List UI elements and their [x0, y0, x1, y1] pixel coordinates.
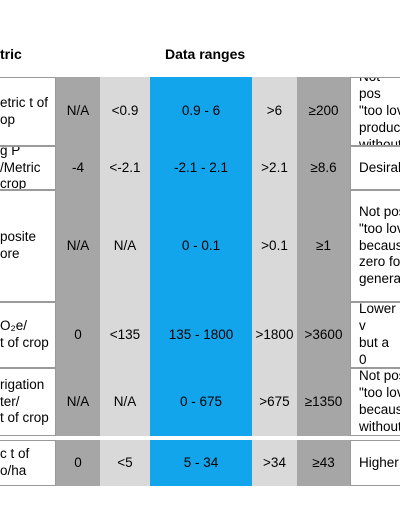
range-cell: >0.1	[252, 190, 297, 302]
table-header: tric Data ranges	[0, 0, 400, 76]
metric-column-header: tric	[0, 46, 22, 62]
data-ranges-header: Data ranges	[165, 46, 246, 62]
range-cell: N/A	[56, 190, 100, 302]
range-cell: <135	[100, 302, 150, 368]
range-cell: 0 - 0.1	[150, 190, 252, 302]
range-cell: 0 - 675	[150, 368, 252, 436]
note-cell: Desirab	[350, 146, 400, 190]
range-cell: <0.9	[100, 77, 150, 146]
range-cell: >2.1	[252, 146, 297, 190]
range-cell: 5 - 34	[150, 440, 252, 486]
range-cell: 135 - 1800	[150, 302, 252, 368]
range-cell: N/A	[56, 368, 100, 436]
note-cell: Not pos "too lov product without	[350, 77, 400, 146]
range-cell: >675	[252, 368, 297, 436]
range-cell: ≥1350	[297, 368, 350, 436]
metric-cell: rigation ter/ t of crop	[0, 368, 56, 436]
range-cell: N/A	[56, 77, 100, 146]
range-cell: -4	[56, 146, 100, 190]
range-cell: >6	[252, 77, 297, 146]
metric-cell: c t of o/ha	[0, 440, 56, 486]
note-cell: Not pos "too lov because without	[350, 368, 400, 436]
note-cell: Lower v but a 0	[350, 302, 400, 368]
range-cell: N/A	[100, 368, 150, 436]
range-cell: 0	[56, 302, 100, 368]
note-cell: Not pos "too lov because zero foc genera…	[350, 190, 400, 302]
range-cell: 0.9 - 6	[150, 77, 252, 146]
range-cell: ≥1	[297, 190, 350, 302]
range-cell: ≥200	[297, 77, 350, 146]
range-cell: <5	[100, 440, 150, 486]
metric-cell: posite ore	[0, 190, 56, 302]
note-cell: Higher	[350, 440, 400, 486]
range-cell: ≥8.6	[297, 146, 350, 190]
range-cell: -2.1 - 2.1	[150, 146, 252, 190]
range-cell: 0	[56, 440, 100, 486]
metric-cell: etric t of op	[0, 77, 56, 146]
range-cell: ≥43	[297, 440, 350, 486]
range-cell: <-2.1	[100, 146, 150, 190]
metric-cell: O₂e/ t of crop	[0, 302, 56, 368]
range-cell: >34	[252, 440, 297, 486]
range-cell: >3600	[297, 302, 350, 368]
metric-cell: g P /Metric crop	[0, 146, 56, 190]
range-cell: >1800	[252, 302, 297, 368]
range-cell: N/A	[100, 190, 150, 302]
